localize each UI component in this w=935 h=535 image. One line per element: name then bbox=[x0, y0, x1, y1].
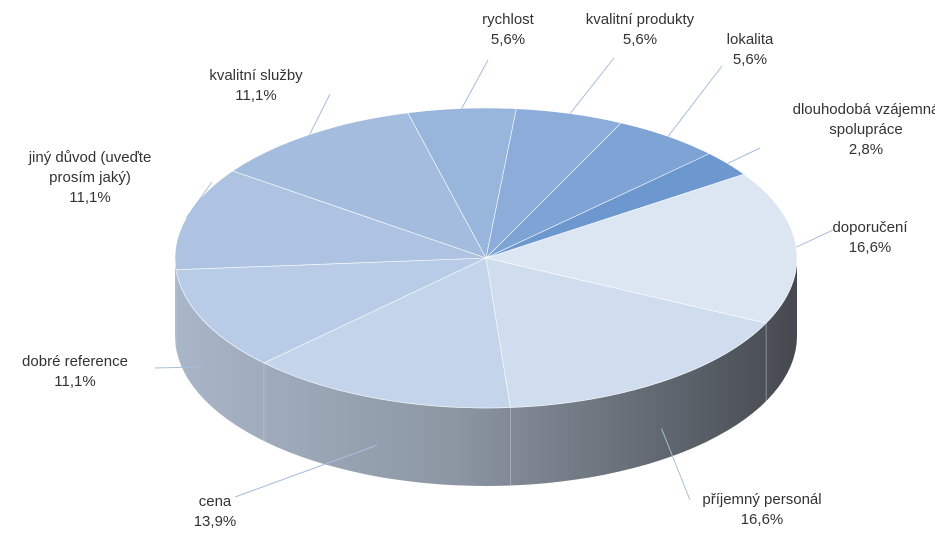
category-label: dobré reference bbox=[22, 353, 128, 370]
category-label: příjemný personál bbox=[702, 491, 822, 508]
leader-line bbox=[661, 428, 691, 501]
leader-line bbox=[154, 366, 203, 369]
category-label: jiný důvod (uveďte prosím jaký) bbox=[28, 149, 152, 186]
category-label: doporučení bbox=[832, 219, 908, 236]
data-label: rychlost 5,6% bbox=[458, 10, 558, 50]
data-label: příjemný personál 16,6% bbox=[662, 490, 862, 530]
leader-line bbox=[795, 229, 834, 248]
data-label: jiný důvod (uveďte prosím jaký) 11,1% bbox=[15, 148, 165, 208]
value-label: 16,6% bbox=[740, 511, 784, 528]
data-label: kvalitní produkty 5,6% bbox=[560, 10, 720, 50]
data-label: dobré reference 11,1% bbox=[0, 352, 150, 392]
value-label: 5,6% bbox=[622, 31, 658, 48]
pie-slice bbox=[484, 173, 798, 324]
pie-slice bbox=[232, 112, 487, 259]
data-label: lokalita 5,6% bbox=[700, 30, 800, 70]
value-label: 13,9% bbox=[193, 513, 237, 530]
leader-line bbox=[309, 93, 331, 135]
value-label: 11,1% bbox=[235, 87, 277, 104]
value-label: 5,6% bbox=[732, 51, 768, 68]
category-label: kvalitní služby bbox=[209, 67, 303, 84]
value-label: 5,6% bbox=[490, 31, 526, 48]
category-label: dlouhodobá vzájemná spolupráce bbox=[792, 101, 935, 138]
data-label: doporučení 16,6% bbox=[810, 218, 930, 258]
value-label: 11,1% bbox=[69, 189, 111, 206]
category-label: cena bbox=[198, 493, 232, 510]
value-label: 11,1% bbox=[54, 373, 96, 390]
pie-slice bbox=[175, 257, 487, 364]
data-label: kvalitní služby 11,1% bbox=[181, 66, 331, 106]
leader-line bbox=[667, 65, 723, 137]
leader-line bbox=[461, 59, 489, 109]
category-label: lokalita bbox=[726, 31, 774, 48]
data-label: dlouhodobá vzájemná spolupráce 2,8% bbox=[786, 100, 935, 160]
pie-side bbox=[175, 258, 797, 486]
leader-line bbox=[569, 57, 615, 114]
data-label: cena 13,9% bbox=[175, 492, 255, 532]
category-label: kvalitní produkty bbox=[585, 11, 695, 28]
category-label: rychlost bbox=[482, 11, 534, 28]
leader-line bbox=[234, 444, 378, 498]
value-label: 2,8% bbox=[848, 141, 884, 158]
value-label: 16,6% bbox=[848, 239, 892, 256]
leader-line bbox=[185, 181, 213, 219]
leader-line bbox=[727, 147, 761, 164]
pie-slice bbox=[263, 257, 511, 409]
pie-slice bbox=[485, 257, 767, 408]
